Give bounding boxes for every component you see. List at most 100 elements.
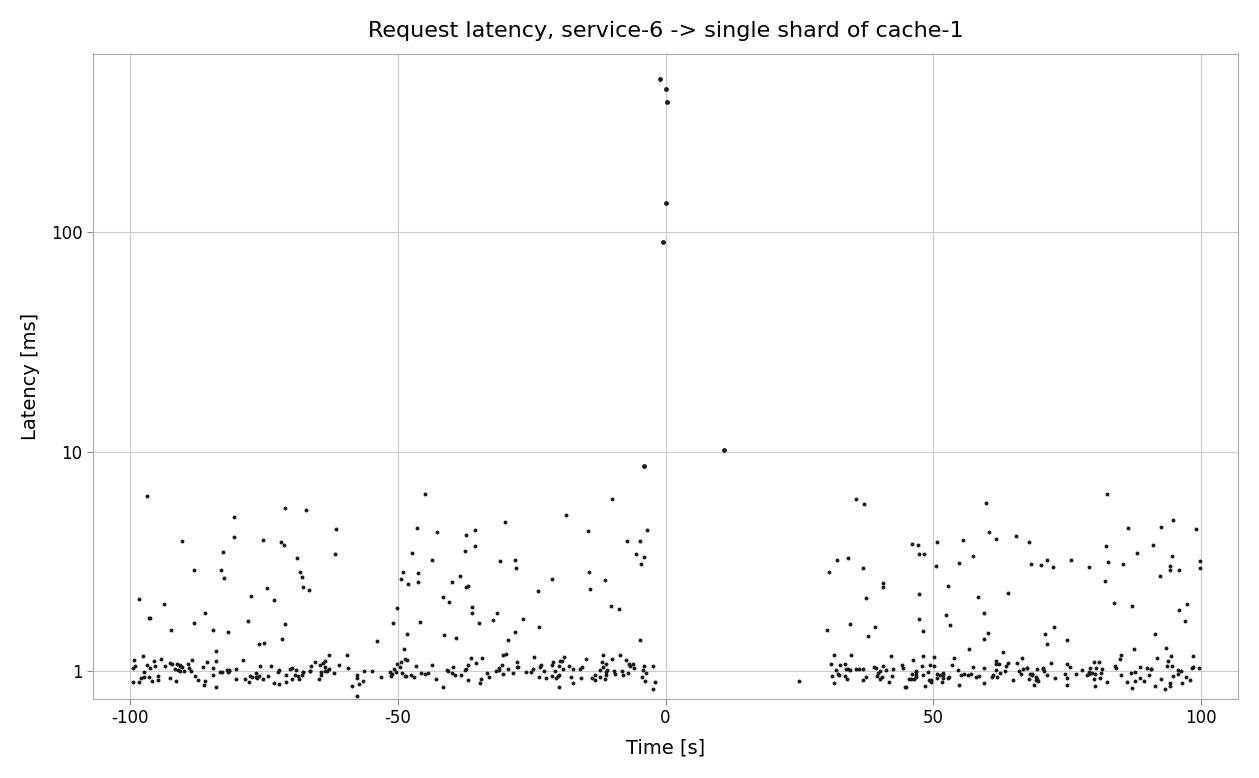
Point: [901, 538, 922, 550]
Point: [623, 657, 643, 670]
Point: [483, 614, 504, 626]
Point: [631, 534, 651, 547]
Point: [982, 671, 1002, 683]
Point: [1129, 661, 1149, 673]
Point: [974, 677, 995, 689]
Point: [974, 606, 995, 619]
Point: [891, 659, 912, 671]
Point: [922, 674, 942, 686]
Point: [462, 607, 482, 619]
Point: [381, 668, 402, 680]
Point: [953, 668, 973, 681]
Point: [1183, 661, 1204, 673]
Point: [213, 666, 233, 678]
Point: [1157, 655, 1177, 668]
Point: [854, 674, 874, 686]
Point: [451, 668, 471, 681]
Point: [407, 522, 427, 534]
Point: [125, 660, 145, 672]
Point: [1079, 668, 1099, 680]
Point: [1013, 663, 1034, 675]
Point: [643, 682, 663, 695]
Point: [562, 671, 582, 684]
Point: [986, 658, 1006, 671]
Point: [1134, 675, 1155, 687]
Point: [288, 670, 308, 682]
Point: [398, 654, 418, 666]
Point: [224, 511, 244, 524]
Point: [876, 664, 896, 677]
Point: [912, 660, 932, 672]
Point: [1183, 650, 1204, 662]
Point: [585, 669, 606, 682]
Point: [881, 670, 901, 682]
Point: [908, 539, 928, 552]
Point: [604, 665, 624, 678]
Point: [433, 591, 453, 604]
Point: [170, 664, 190, 677]
Point: [1044, 621, 1064, 633]
Point: [986, 664, 1006, 677]
Point: [410, 615, 431, 628]
Point: [311, 669, 331, 682]
Point: [276, 675, 296, 688]
Title: Request latency, service-6 -> single shard of cache-1: Request latency, service-6 -> single sha…: [368, 21, 963, 40]
Point: [315, 661, 335, 674]
Point: [1188, 662, 1209, 675]
Point: [958, 668, 978, 681]
Point: [296, 504, 316, 517]
Point: [316, 664, 336, 677]
Point: [172, 661, 193, 673]
Point: [415, 668, 436, 681]
Point: [637, 524, 657, 536]
Point: [930, 669, 951, 682]
Point: [606, 668, 626, 681]
Point: [1095, 575, 1115, 587]
Point: [545, 665, 565, 678]
Point: [247, 667, 267, 679]
Point: [1147, 652, 1167, 664]
Point: [978, 627, 998, 640]
Point: [883, 663, 903, 675]
Point: [1024, 678, 1044, 691]
Point: [451, 569, 471, 582]
Point: [656, 82, 676, 95]
Point: [1021, 669, 1041, 682]
Point: [347, 671, 368, 684]
Point: [128, 593, 149, 605]
Point: [995, 664, 1015, 677]
Point: [292, 666, 312, 678]
Point: [390, 661, 410, 674]
Point: [913, 650, 933, 663]
Point: [1007, 657, 1027, 670]
Point: [904, 673, 924, 685]
Point: [354, 664, 374, 677]
Point: [554, 651, 574, 664]
Point: [927, 671, 947, 684]
Point: [635, 460, 655, 472]
Point: [909, 612, 929, 625]
Point: [495, 516, 515, 528]
Point: [170, 658, 190, 671]
Point: [242, 589, 262, 601]
Point: [444, 669, 465, 682]
Point: [1036, 669, 1056, 682]
Point: [198, 656, 218, 668]
Point: [194, 678, 214, 691]
Point: [456, 529, 476, 541]
Point: [597, 666, 617, 678]
Point: [1098, 676, 1118, 689]
Point: [650, 72, 670, 85]
Point: [1020, 668, 1040, 680]
Point: [592, 656, 612, 668]
Point: [363, 664, 383, 677]
Point: [234, 673, 254, 685]
Point: [992, 646, 1012, 658]
Point: [274, 618, 295, 630]
Point: [624, 661, 645, 674]
Point: [205, 655, 225, 668]
Point: [172, 534, 193, 547]
Point: [442, 576, 462, 588]
Point: [505, 554, 525, 566]
Point: [1151, 672, 1171, 685]
